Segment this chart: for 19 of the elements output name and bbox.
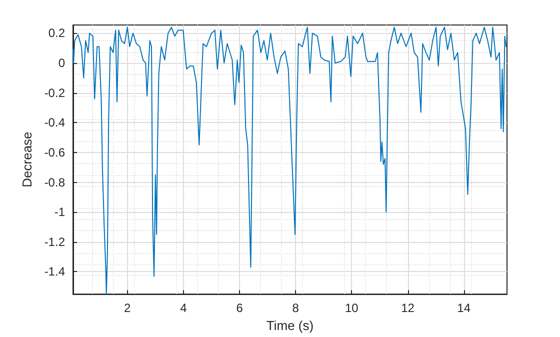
y-tick-label: -0.6 (44, 145, 66, 160)
y-tick-label: 0 (58, 56, 66, 70)
x-tick-label: 6 (236, 301, 244, 316)
y-axis-title: Decrease (19, 132, 34, 188)
x-axis-title: Time (s) (266, 318, 314, 333)
x-tick-label: 10 (345, 301, 359, 316)
y-tick-label: -1.2 (44, 234, 66, 249)
x-tick-label: 2 (124, 301, 132, 316)
y-tick-label: -1.4 (44, 264, 66, 279)
x-tick-label: 4 (180, 301, 188, 316)
x-tick-label: 14 (457, 301, 471, 316)
x-tick-label: 12 (401, 301, 415, 316)
y-tick-label: -1 (54, 205, 66, 220)
y-tick-label: 0.2 (48, 26, 66, 40)
y-tick-label: -0.2 (44, 86, 66, 100)
y-tick-label: -0.8 (44, 175, 66, 190)
x-tick-label: 8 (292, 301, 300, 316)
line-series (72, 26, 507, 295)
y-tick-label: -0.4 (44, 116, 66, 130)
